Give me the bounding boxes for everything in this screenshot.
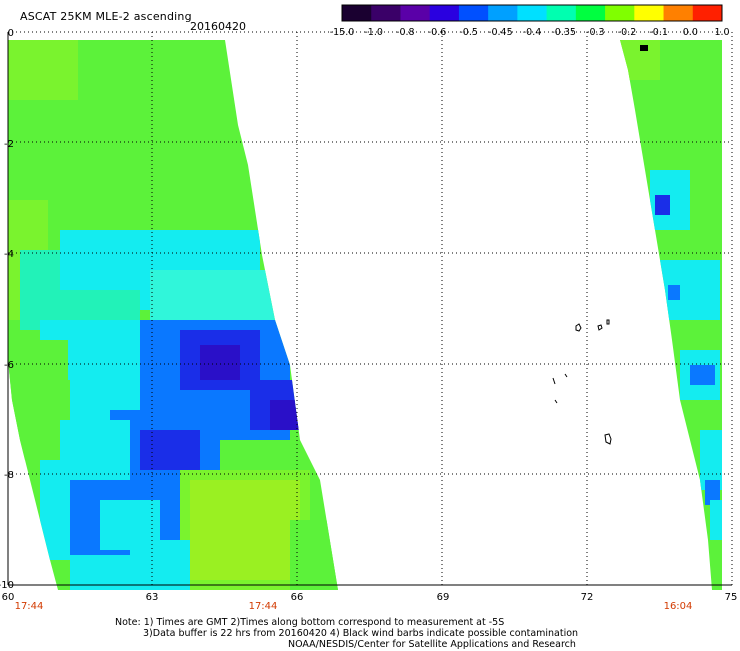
- colorbar-segment: [400, 5, 431, 21]
- colorbar-segment: [458, 5, 489, 21]
- lat-label-6: -6: [4, 360, 14, 371]
- colorbar-label: -0.1: [649, 27, 668, 38]
- colorbar-segment: [371, 5, 401, 21]
- island-outline: [606, 319, 610, 325]
- grid-lines: [7, 31, 733, 586]
- island-outline: [575, 323, 582, 332]
- time-label-middle: 17:44: [248, 601, 278, 612]
- island-outline: [554, 399, 558, 404]
- lat-label-2: -2: [4, 139, 14, 150]
- colorbar-label: -0.4: [522, 27, 542, 38]
- colorbar-label: -0.8: [396, 27, 415, 38]
- map-date: 20160420: [190, 20, 246, 33]
- colorbar-segment: [546, 5, 577, 21]
- colorbar-label: -0.35: [551, 27, 576, 38]
- colorbar-label: -0.3: [586, 27, 605, 38]
- colorbar-label: -0.2: [617, 27, 637, 38]
- map-title: ASCAT 25KM MLE-2 ascending: [20, 10, 192, 23]
- colorbar-segment: [342, 5, 372, 21]
- colorbar-label: 1.0: [714, 27, 730, 38]
- lat-label-4: -4: [4, 249, 14, 260]
- island-outline: [597, 324, 603, 331]
- lon-label-72: 72: [580, 592, 594, 603]
- lat-label-0: 0: [7, 28, 14, 39]
- time-label-left: 17:44: [14, 601, 44, 612]
- colorbar-segment: [429, 5, 460, 21]
- data-swaths: [8, 40, 722, 590]
- colorbar-segment: [663, 5, 694, 21]
- lon-label-75: 75: [724, 592, 738, 603]
- colorbar: [341, 4, 723, 22]
- island-outline: [564, 373, 568, 378]
- islands: [552, 319, 612, 445]
- lat-label-8: -8: [4, 470, 14, 481]
- time-label-right: 16:04: [663, 601, 693, 612]
- colorbar-label: -15.0: [329, 27, 355, 38]
- note-line-1: Note: 1) Times are GMT 2)Times along bot…: [115, 617, 505, 628]
- colorbar-label: -1.0: [364, 27, 383, 38]
- colorbar-label: 0.0: [682, 27, 698, 38]
- colorbar-segment: [634, 5, 665, 21]
- colorbar-segment: [575, 5, 606, 21]
- colorbar-segment: [517, 5, 548, 21]
- lon-label-60: 60: [1, 592, 15, 603]
- colorbar-segment: [605, 5, 635, 21]
- colorbar-label: -0.5: [459, 27, 478, 38]
- island-outline: [604, 433, 612, 445]
- colorbar-segment: [692, 5, 723, 21]
- note-line-2: 3)Data buffer is 22 hrs from 20160420 4)…: [143, 628, 579, 639]
- lon-label-63: 63: [145, 592, 159, 603]
- colorbar-label: -0.6: [427, 27, 447, 38]
- colorbar-segment: [488, 5, 518, 21]
- lon-label-69: 69: [436, 592, 450, 603]
- lon-label-66: 66: [290, 592, 304, 603]
- note-line-3: NOAA/NESDIS/Center for Satellite Applica…: [288, 639, 576, 650]
- colorbar-label: -0.45: [488, 27, 513, 38]
- island-outline: [552, 377, 556, 385]
- lat-label-10: -10: [0, 580, 14, 591]
